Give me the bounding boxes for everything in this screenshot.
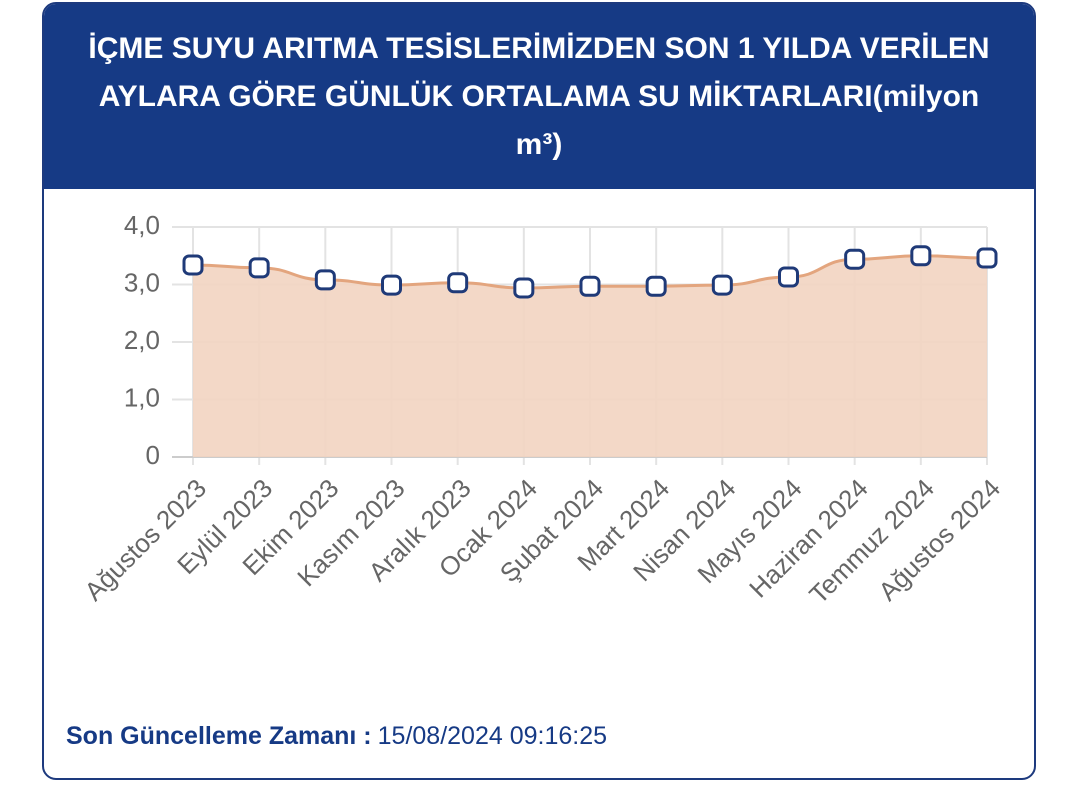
marker — [645, 275, 667, 297]
y-tick-label: 3,0 — [124, 267, 160, 297]
header: İÇME SUYU ARITMA TESİSLERİMİZDEN SON 1 Y… — [44, 4, 1034, 189]
marker — [182, 254, 204, 276]
marker — [381, 274, 402, 296]
marker — [447, 272, 469, 294]
marker — [711, 274, 733, 296]
marker — [778, 266, 799, 288]
y-tick-label: 1,0 — [124, 382, 160, 412]
footer-value: 15/08/2024 09:16:25 — [377, 722, 608, 750]
marker — [844, 248, 866, 270]
chart-title: İÇME SUYU ARITMA TESİSLERİMİZDEN SON 1 Y… — [88, 31, 990, 161]
y-tick-label: 0 — [146, 440, 160, 470]
marker — [579, 275, 601, 297]
card: İÇME SUYU ARITMA TESİSLERİMİZDEN SON 1 Y… — [42, 2, 1036, 780]
marker — [910, 245, 932, 267]
y-tick-label: 4,0 — [124, 210, 160, 240]
area — [193, 255, 987, 457]
marker — [513, 277, 535, 299]
marker — [976, 247, 998, 269]
marker — [314, 269, 336, 291]
marker — [248, 257, 270, 279]
footer-label: Son Güncelleme Zamanı : — [66, 722, 372, 750]
y-tick-label: 2,0 — [124, 325, 160, 355]
footer: Son Güncelleme Zamanı :15/08/2024 09:16:… — [66, 722, 607, 751]
